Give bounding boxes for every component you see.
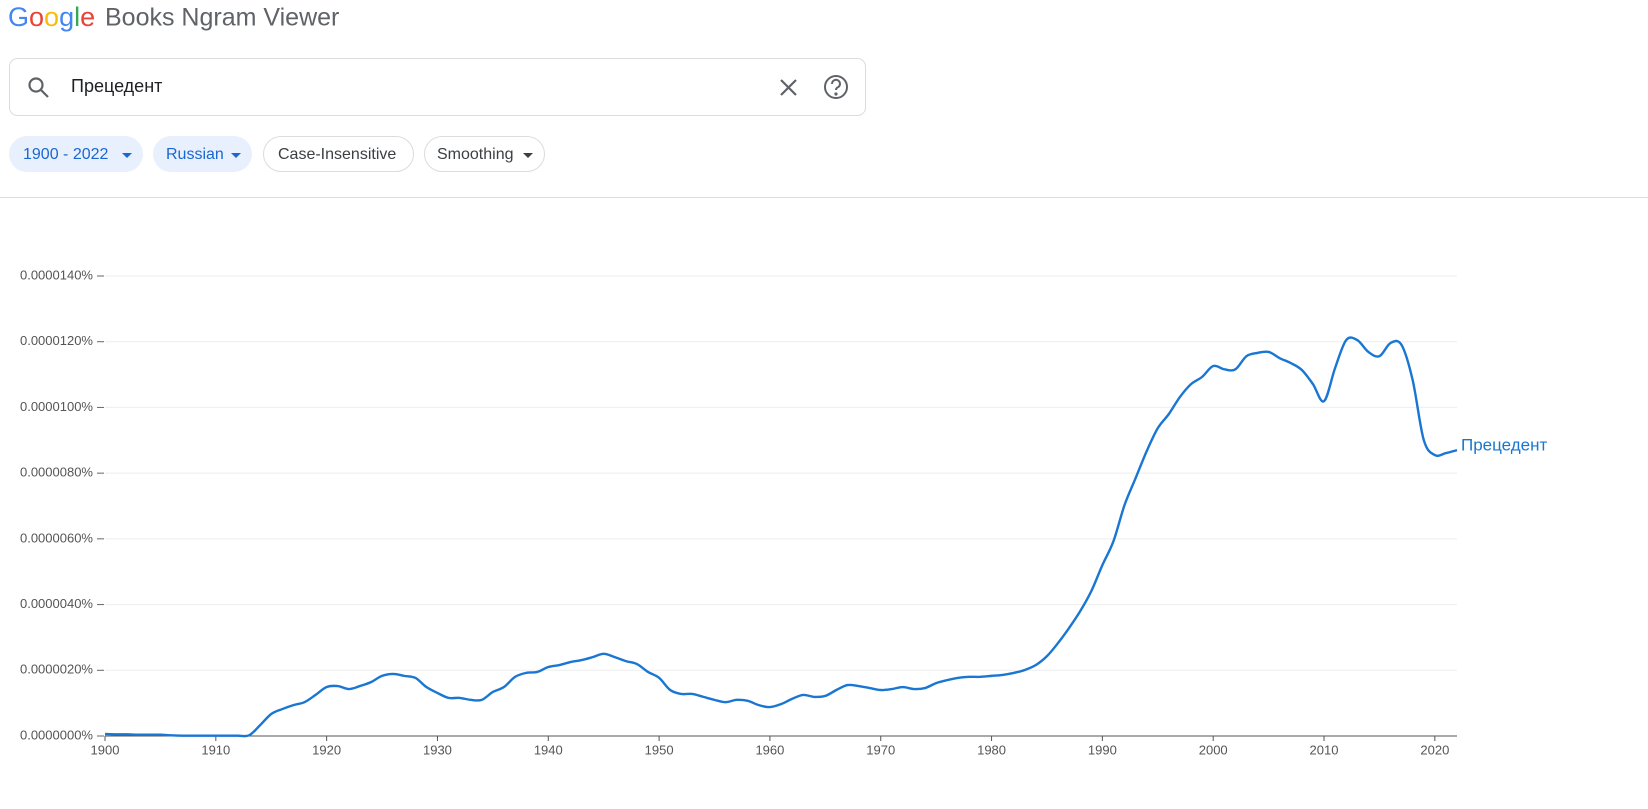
search-box[interactable]: [9, 58, 866, 116]
x-tick-label: 1910: [201, 742, 230, 757]
case-label: Case-Insensitive: [278, 146, 396, 163]
smoothing-label: Smoothing: [437, 146, 514, 163]
search-icon: [28, 77, 49, 98]
y-tick-label: 0.0000080%: [20, 465, 93, 480]
series-label: Прецедент: [1461, 436, 1548, 455]
case-chip[interactable]: [263, 136, 414, 172]
x-tick-label: 2010: [1310, 742, 1339, 757]
dropdown-arrow: [523, 153, 533, 158]
clear-button[interactable]: [780, 79, 797, 96]
search-query[interactable]: Прецедент: [71, 76, 162, 96]
x-tick-label: 1960: [755, 742, 784, 757]
x-tick-label: 1900: [91, 742, 120, 757]
y-tick-label: 0.0000140%: [20, 267, 93, 282]
x-tick-label: 2020: [1420, 742, 1449, 757]
x-tick-label: 2000: [1199, 742, 1228, 757]
x-tick-label: 1940: [534, 742, 563, 757]
x-tick-label: 1920: [312, 742, 341, 757]
corpus-chip[interactable]: [153, 136, 252, 172]
dropdown-arrow: [122, 153, 132, 158]
y-tick-label: 0.0000020%: [20, 662, 93, 677]
y-tick-label: 0.0000060%: [20, 530, 93, 545]
year-range-chip[interactable]: [9, 136, 143, 172]
corpus-label: Russian: [166, 146, 224, 163]
y-tick-label: 0.0000040%: [20, 596, 93, 611]
y-tick-label: 0.0000000%: [20, 727, 93, 742]
dropdown-arrow: [231, 153, 241, 158]
x-tick-label: 1990: [1088, 742, 1117, 757]
x-tick-label: 1950: [645, 742, 674, 757]
x-tick-label: 1970: [866, 742, 895, 757]
smoothing-chip[interactable]: [424, 136, 545, 172]
year-range-label: 1900 - 2022: [23, 146, 109, 163]
app-title: Books Ngram Viewer: [105, 4, 339, 32]
y-tick-label: 0.0000100%: [20, 399, 93, 414]
series-line: [104, 336, 1458, 738]
help-button[interactable]: [824, 75, 848, 99]
x-tick-label: 1980: [977, 742, 1006, 757]
google-logo[interactable]: Google: [8, 2, 95, 32]
y-tick-label: 0.0000120%: [20, 333, 93, 348]
x-tick-label: 1930: [423, 742, 452, 757]
